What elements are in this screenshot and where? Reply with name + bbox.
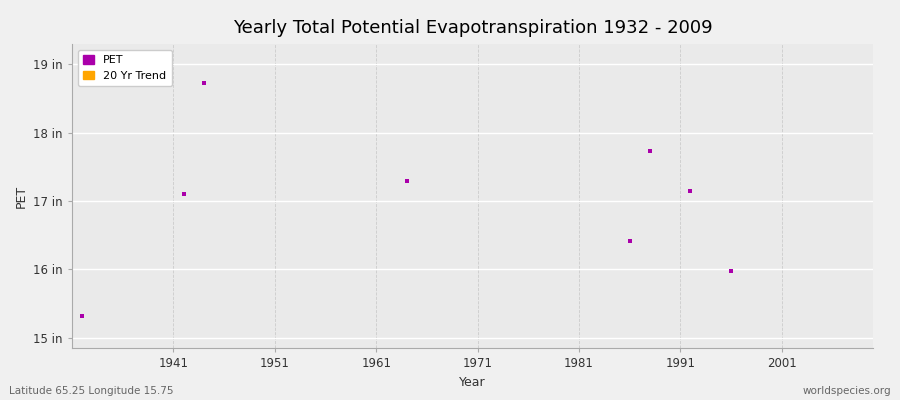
Text: Latitude 65.25 Longitude 15.75: Latitude 65.25 Longitude 15.75 (9, 386, 174, 396)
Point (724, 268, 738, 274)
X-axis label: Year: Year (459, 376, 486, 388)
Point (176, 191, 191, 198)
Point (400, 178, 414, 184)
Point (643, 148, 657, 154)
Y-axis label: PET: PET (14, 184, 28, 208)
Text: worldspecies.org: worldspecies.org (803, 386, 891, 396)
Point (683, 188, 698, 194)
Title: Yearly Total Potential Evapotranspiration 1932 - 2009: Yearly Total Potential Evapotranspiratio… (233, 19, 712, 37)
Point (196, 80, 211, 86)
Legend: PET, 20 Yr Trend: PET, 20 Yr Trend (77, 50, 172, 86)
Point (623, 238, 637, 244)
Point (75, 313, 89, 319)
